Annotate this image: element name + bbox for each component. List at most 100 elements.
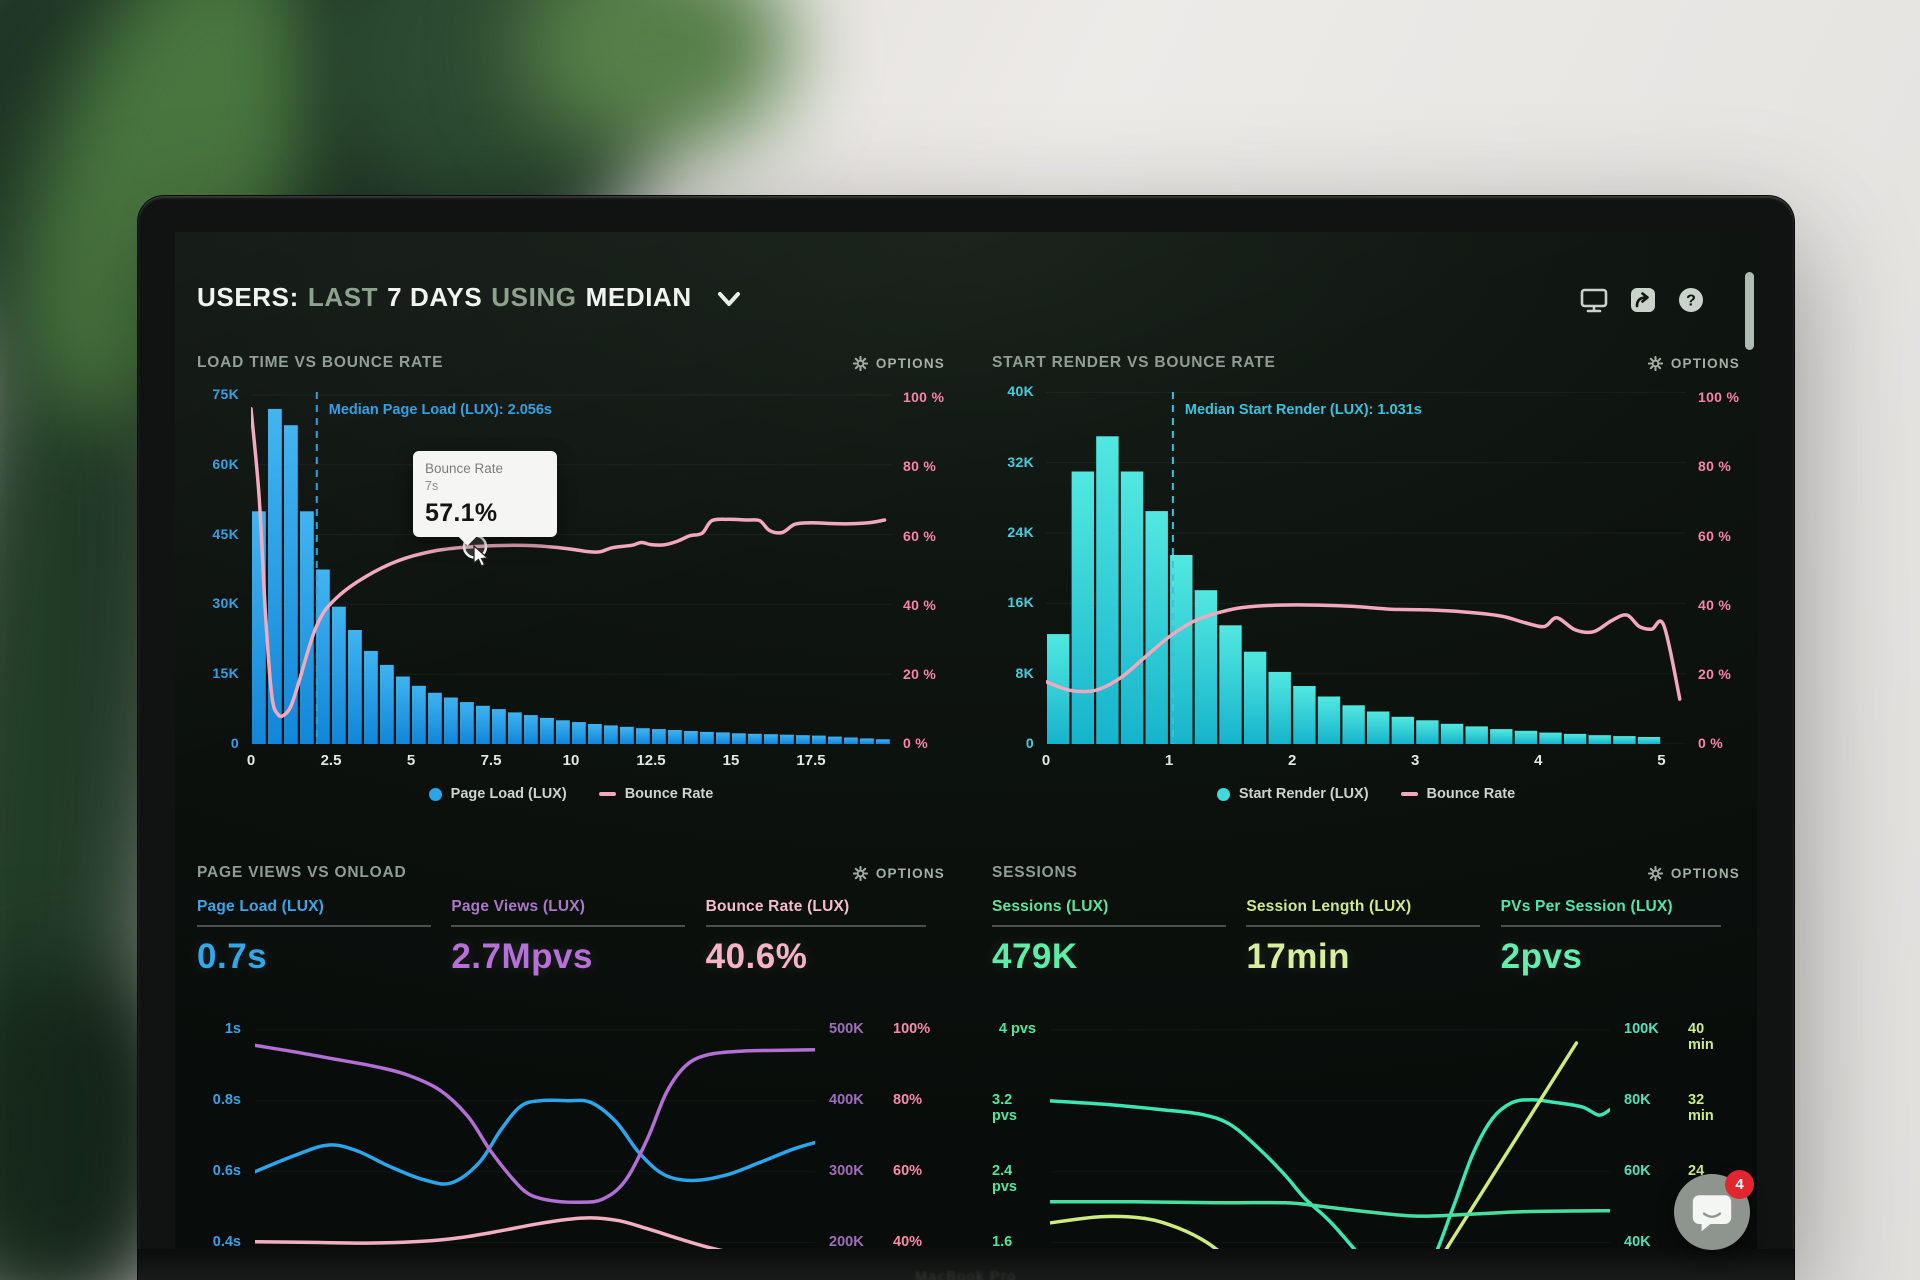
axis-tick-label: 60 % — [1698, 527, 1732, 544]
legend: Start Render (LUX) Bounce Rate — [1046, 786, 1686, 802]
options-label: OPTIONS — [1670, 355, 1740, 371]
gear-icon — [1647, 355, 1663, 371]
panel-title: START RENDER VS BOUNCE RATE — [992, 354, 1276, 371]
options-button[interactable]: OPTIONS — [1647, 865, 1740, 881]
plot-area — [255, 1020, 815, 1249]
panel-start-render-vs-bounce-rate: START RENDER VS BOUNCE RATE — [992, 350, 1740, 824]
x-axis-tick-label: 10 — [562, 752, 580, 769]
axis-tick-label: 0 — [1025, 735, 1034, 751]
histogram-chart: 40K 32K 24K 16K 8K 0 Median Start Render (LUX… — [992, 383, 1740, 824]
axis-tick-label: 0.4s — [212, 1233, 241, 1249]
axis-tick-label: 100K — [1624, 1020, 1659, 1037]
legend: Page Load (LUX) Bounce Rate — [251, 786, 891, 802]
x-axis-tick-label: 5 — [406, 752, 416, 769]
axis-tick-label: 20 % — [1698, 665, 1732, 682]
chat-launcher-button[interactable]: 4 — [1674, 1170, 1754, 1250]
options-label: OPTIONS — [875, 865, 945, 881]
metric-session-length: Session Length (LUX) 17min — [1246, 898, 1500, 1016]
users-range-dropdown[interactable]: USERS: LAST 7 DAYS USING MEDIAN — [197, 282, 741, 313]
legend-marker — [1400, 792, 1418, 796]
tooltip-subtitle: 7s — [425, 478, 439, 493]
metric-underline — [992, 925, 1226, 927]
tooltip-value: 57.1% — [425, 498, 498, 527]
panel-title: SESSIONS — [992, 864, 1078, 881]
scrollbar-thumb[interactable] — [1745, 272, 1754, 350]
x-axis-tick-label: 2 — [1287, 752, 1297, 769]
axis-tick-label: 45K — [212, 525, 239, 542]
axis-tick-label: 80K — [1624, 1091, 1651, 1108]
axis-tick-label: 24K — [1007, 524, 1034, 541]
screen: USERS: LAST 7 DAYS USING MEDIAN — [175, 232, 1757, 1249]
line-plot — [1050, 1029, 1610, 1249]
notification-badge: 4 — [1725, 1170, 1754, 1199]
legend-item: Bounce Rate — [598, 786, 713, 802]
tooltip-title: Bounce Rate — [425, 460, 504, 476]
metric-underline — [197, 925, 431, 927]
options-button[interactable]: OPTIONS — [1647, 355, 1740, 371]
x-axis: 0 1 2 3 4 5 — [1042, 752, 1686, 774]
laptop-deck: MacBook Pro — [138, 1249, 1794, 1280]
y-axis-right: 500K 400K 300K 200K 100% 80% 60% 40% — [829, 1020, 945, 1249]
gear-icon — [852, 355, 868, 371]
share-icon[interactable] — [1629, 286, 1657, 314]
metric-value: 479K — [992, 937, 1078, 976]
x-axis-tick-label: 15 — [722, 752, 740, 769]
line-plot — [255, 1029, 815, 1249]
metric-underline — [451, 925, 686, 927]
axis-tick-label: 60K — [1624, 1162, 1651, 1179]
title-users: USERS: — [197, 282, 299, 312]
x-axis-tick-label: 5 — [1657, 752, 1666, 769]
help-icon[interactable]: ? — [1677, 286, 1705, 314]
legend-item: Start Render (LUX) — [1216, 786, 1369, 802]
metric-page-load: Page Load (LUX) 0.7s — [197, 898, 451, 1016]
plot-area: Median Start Render (LUX): 1.031s — [1046, 388, 1686, 744]
metric-underline — [1500, 925, 1721, 927]
histogram-plot — [1046, 391, 1686, 744]
axis-tick-label: 32 min — [1688, 1091, 1714, 1124]
axis-tick-label: 40 % — [1698, 596, 1732, 613]
axis-tick-label: 0 — [230, 735, 239, 751]
gear-icon — [1647, 865, 1663, 881]
metrics-row: Page Load (LUX) 0.7s Page Views (LUX) 2.… — [197, 898, 945, 1016]
title-7days: 7 DAYS — [387, 282, 483, 312]
options-button[interactable]: OPTIONS — [852, 865, 945, 881]
panel-load-time-vs-bounce-rate: LOAD TIME VS BOUNCE RATE — [197, 350, 945, 824]
laptop: USERS: LAST 7 DAYS USING MEDIAN — [138, 196, 1794, 1280]
axis-tick-label: 1s — [224, 1020, 241, 1037]
axis-tick-label: 20 % — [903, 665, 937, 682]
x-axis-tick-label: 1 — [1164, 752, 1174, 769]
axis-tick-label: 80 % — [1698, 458, 1732, 475]
legend-marker — [428, 787, 442, 801]
display-icon[interactable] — [1579, 286, 1609, 314]
axis-tick-label: 40 min — [1688, 1020, 1714, 1053]
mouse-cursor — [473, 544, 489, 567]
histogram-chart: 75K 60K 45K 30K 15K 0 Bounce Rate 7s 57.1% — [197, 386, 945, 824]
chevron-down-icon — [717, 292, 740, 306]
axis-tick-label: 0 % — [903, 735, 929, 751]
axis-tick-label: 4 pvs — [998, 1020, 1036, 1037]
histogram-plot — [251, 392, 891, 744]
legend-item: Bounce Rate — [1400, 786, 1515, 802]
metric-page-views: Page Views (LUX) 2.7Mpvs — [451, 898, 705, 1016]
metric-label: Page Views (LUX) — [451, 898, 586, 915]
y-axis-left: 40K 32K 24K 16K 8K 0 — [992, 383, 1038, 751]
axis-tick-label: 3.2 pvs — [992, 1091, 1017, 1124]
metric-label: Bounce Rate (LUX) — [705, 898, 850, 915]
header-icons: ? — [1579, 286, 1705, 314]
axis-tick-label: 2.4 pvs — [992, 1162, 1017, 1195]
dashboard-grid: LOAD TIME VS BOUNCE RATE — [197, 350, 1739, 1249]
x-axis-tick-label: 4 — [1534, 752, 1543, 769]
y-axis-left: 4 pvs 3.2 pvs 2.4 pvs 1.6 pvs — [992, 1020, 1042, 1249]
metric-label: Page Load (LUX) — [197, 898, 325, 915]
metric-value: 2pvs — [1500, 937, 1583, 976]
metric-underline — [705, 925, 926, 927]
line-chart: 1s 0.8s 0.6s 0.4s 500K 400K 300K 200K 100% 80% 6… — [197, 1020, 945, 1249]
axis-tick-label: 0.6s — [212, 1162, 241, 1179]
options-button[interactable]: OPTIONS — [852, 355, 945, 371]
metric-value: 0.7s — [197, 937, 268, 976]
metric-sessions: Sessions (LUX) 479K — [992, 898, 1246, 1016]
x-axis-tick-label: 3 — [1411, 752, 1420, 769]
options-label: OPTIONS — [1670, 865, 1740, 881]
